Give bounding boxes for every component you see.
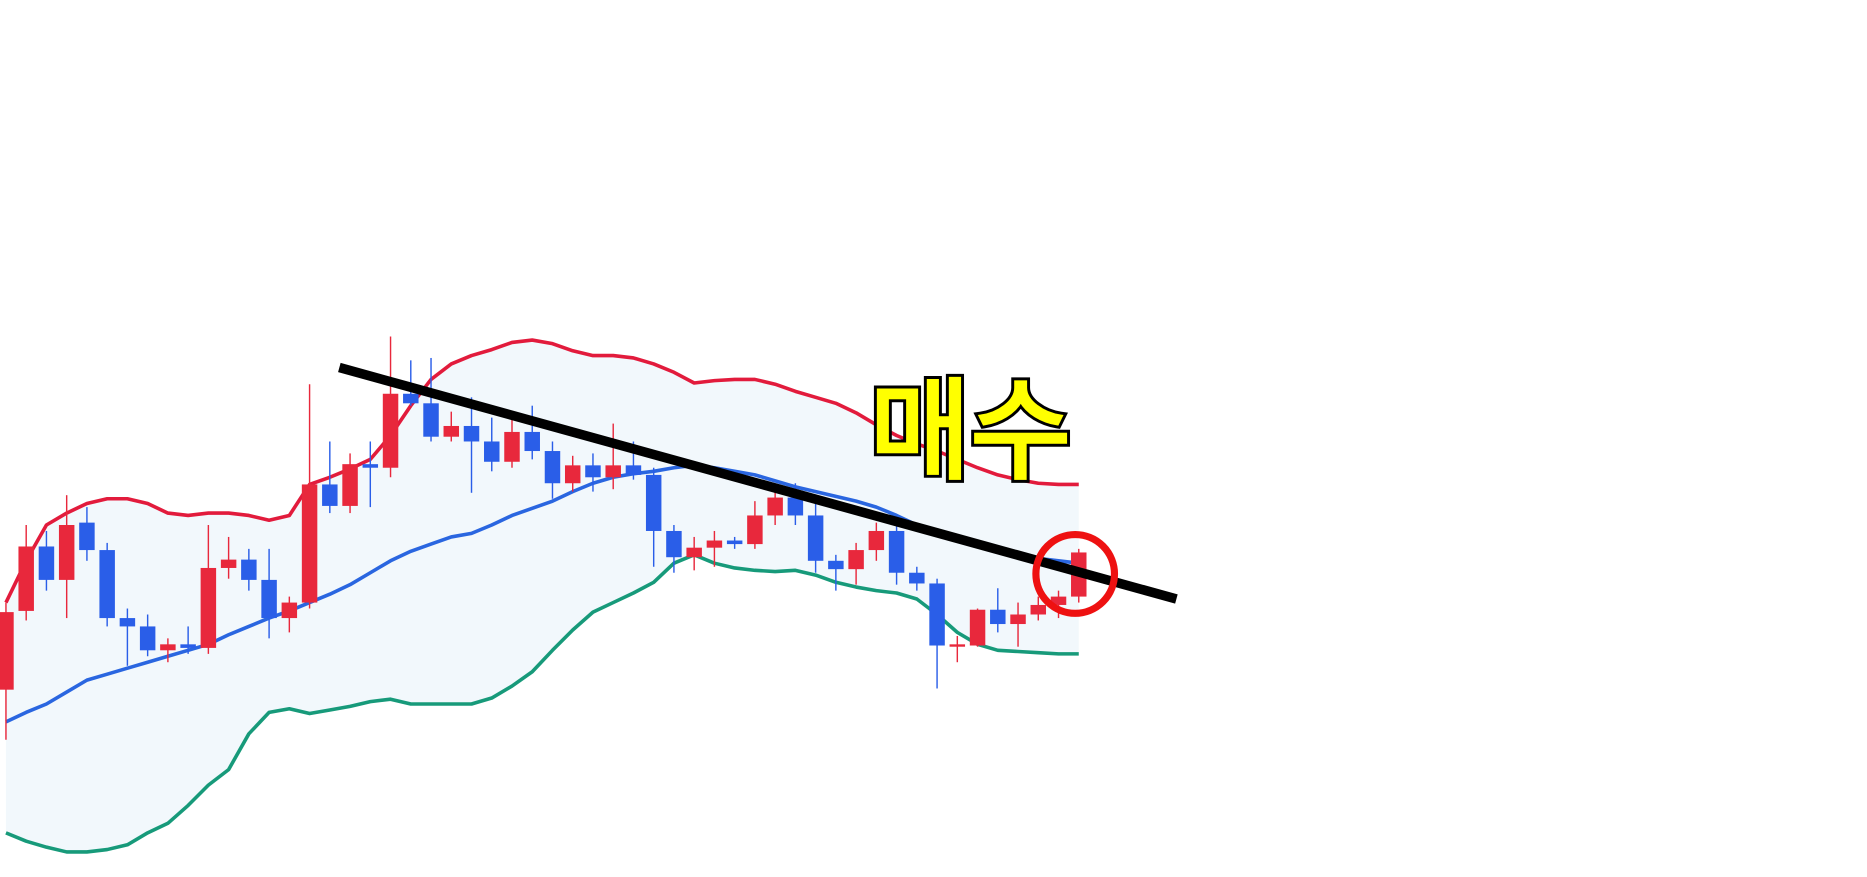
candle-body	[241, 559, 257, 580]
candle-body	[58, 525, 75, 580]
band-layer	[4, 338, 1079, 854]
candle-body	[382, 393, 399, 468]
candle-body	[807, 515, 824, 561]
candle-body	[787, 497, 804, 516]
band-line	[5, 463, 1079, 724]
annotation: 매수	[870, 367, 1072, 495]
candle-body	[1010, 614, 1026, 625]
candle-body	[484, 441, 500, 462]
band-line	[4, 338, 1079, 604]
candle-body	[342, 464, 358, 506]
candle-body	[160, 644, 176, 651]
candle-body	[220, 559, 237, 568]
candle-body	[645, 474, 662, 531]
candle-body	[139, 626, 156, 651]
highlight-circle	[1032, 530, 1119, 617]
candle-layer	[0, 336, 1087, 740]
candle-body	[403, 393, 419, 404]
candle-body	[605, 465, 621, 478]
candle-body	[585, 465, 601, 478]
band-fill	[5, 340, 1079, 852]
candle-body	[38, 546, 55, 580]
candle-body	[281, 602, 298, 619]
candle-body	[666, 530, 682, 558]
candle-body	[322, 484, 338, 506]
candle-body	[909, 572, 925, 584]
candle-body	[463, 425, 480, 442]
candle-body	[99, 550, 115, 619]
candle-body	[990, 609, 1006, 625]
candle-body	[362, 464, 379, 468]
candle-body	[1050, 596, 1067, 605]
candle-body	[0, 612, 14, 690]
candle-body	[544, 451, 561, 484]
candle-body	[564, 465, 581, 484]
band-line	[5, 553, 1079, 854]
candle-body	[767, 497, 783, 516]
candle-body	[848, 550, 864, 570]
candle-body	[443, 425, 460, 437]
candle-body	[301, 484, 318, 603]
candle-body	[1030, 604, 1047, 615]
candle-body	[747, 515, 763, 545]
candle-body	[524, 431, 540, 452]
candle-body	[625, 465, 642, 475]
candle-body	[423, 403, 439, 437]
fill-layer	[5, 340, 1079, 852]
candle-body	[79, 522, 95, 551]
candle-body	[828, 560, 844, 570]
candle-body	[888, 530, 905, 573]
candle-body	[726, 540, 743, 545]
candle-body	[949, 644, 966, 647]
candle-body	[969, 609, 986, 646]
candle-body	[18, 546, 34, 611]
candle-body	[119, 618, 136, 627]
candle-body	[180, 644, 196, 648]
candle-body	[929, 583, 945, 646]
candle-body	[261, 579, 277, 619]
candle-body	[868, 530, 885, 551]
candle-body	[686, 547, 702, 558]
candle-body	[504, 431, 520, 462]
candle-body	[706, 540, 723, 548]
candle-body	[200, 567, 217, 648]
